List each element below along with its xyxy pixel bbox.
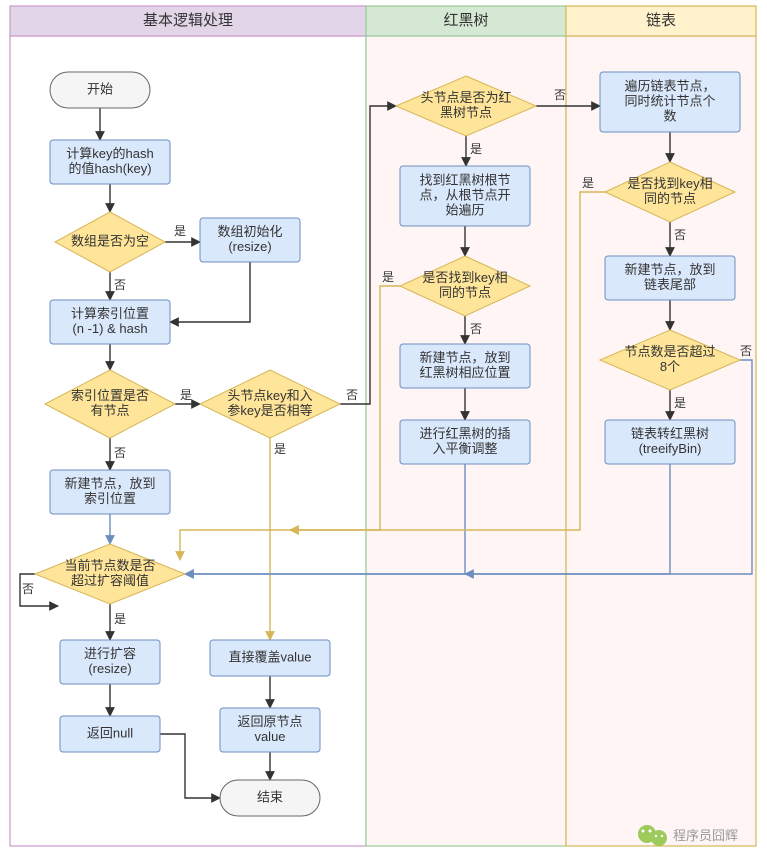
svg-text:否: 否: [674, 228, 686, 242]
svg-text:否: 否: [470, 322, 482, 336]
svg-text:红黑树相应位置: 红黑树相应位置: [419, 365, 510, 380]
svg-text:数: 数: [663, 108, 676, 123]
svg-text:当前节点数是否: 当前节点数是否: [64, 558, 155, 573]
svg-text:同的节点: 同的节点: [439, 285, 491, 300]
svg-text:节点数是否超过: 节点数是否超过: [624, 344, 715, 359]
svg-text:返回null: 返回null: [87, 725, 133, 740]
svg-text:入平衡调整: 入平衡调整: [432, 441, 497, 456]
svg-text:否: 否: [114, 446, 126, 460]
svg-text:参key是否相等: 参key是否相等: [227, 403, 312, 418]
svg-text:是否找到key相: 是否找到key相: [627, 176, 712, 191]
svg-text:否: 否: [22, 582, 34, 596]
svg-text:找到红黑树根节: 找到红黑树根节: [419, 172, 510, 187]
svg-text:直接覆盖value: 直接覆盖value: [228, 649, 311, 664]
svg-text:点，从根节点开: 点，从根节点开: [419, 187, 510, 202]
svg-text:否: 否: [346, 388, 358, 402]
svg-text:索引位置是否: 索引位置是否: [71, 388, 149, 403]
svg-text:进行扩容: 进行扩容: [84, 646, 136, 661]
svg-text:红黑树: 红黑树: [443, 12, 488, 29]
svg-text:新建节点，放到: 新建节点，放到: [624, 262, 715, 277]
svg-text:是否找到key相: 是否找到key相: [422, 270, 507, 285]
svg-text:头节点是否为红: 头节点是否为红: [420, 90, 511, 105]
svg-text:黑树节点: 黑树节点: [440, 105, 492, 120]
svg-text:头节点key和入: 头节点key和入: [227, 388, 312, 403]
svg-text:是: 是: [382, 270, 394, 284]
svg-text:数组初始化: 数组初始化: [217, 224, 282, 239]
svg-text:(resize): (resize): [88, 661, 131, 676]
svg-text:返回原节点: 返回原节点: [237, 714, 302, 729]
svg-text:数组是否为空: 数组是否为空: [71, 233, 149, 248]
svg-text:8个: 8个: [660, 359, 680, 374]
svg-text:否: 否: [114, 278, 126, 292]
svg-text:新建节点，放到: 新建节点，放到: [64, 476, 155, 491]
svg-text:结束: 结束: [257, 789, 283, 804]
svg-text:(n -1) & hash: (n -1) & hash: [72, 321, 147, 336]
svg-text:(resize): (resize): [228, 239, 271, 254]
svg-text:进行红黑树的插: 进行红黑树的插: [419, 426, 510, 441]
svg-text:的值hash(key): 的值hash(key): [68, 161, 151, 176]
svg-text:是: 是: [674, 396, 686, 410]
svg-text:遍历链表节点，: 遍历链表节点，: [624, 78, 715, 93]
svg-text:链表转红黑树: 链表转红黑树: [631, 426, 709, 441]
svg-text:是: 是: [114, 612, 126, 626]
svg-text:同时统计节点个: 同时统计节点个: [624, 93, 715, 108]
svg-text:新建节点，放到: 新建节点，放到: [419, 350, 510, 365]
svg-text:索引位置: 索引位置: [84, 491, 136, 506]
svg-text:否: 否: [740, 344, 752, 358]
svg-text:有节点: 有节点: [90, 403, 129, 418]
svg-text:是: 是: [582, 176, 594, 190]
svg-text:链表: 链表: [646, 12, 676, 29]
svg-text:基本逻辑处理: 基本逻辑处理: [143, 12, 233, 29]
svg-text:否: 否: [554, 88, 566, 102]
flowchart-diagram: 基本逻辑处理红黑树链表是否是否是否是否是否否是否是是否开始计算key的hash的…: [0, 0, 767, 854]
svg-text:同的节点: 同的节点: [644, 191, 696, 206]
svg-text:是: 是: [174, 224, 186, 238]
svg-text:是: 是: [180, 388, 192, 402]
svg-text:是: 是: [274, 442, 286, 456]
svg-text:链表尾部: 链表尾部: [644, 277, 696, 292]
svg-text:开始: 开始: [87, 81, 113, 96]
svg-text:始遍历: 始遍历: [445, 202, 484, 217]
svg-text:程序员囧辉: 程序员囧辉: [673, 828, 738, 843]
svg-text:是: 是: [470, 142, 482, 156]
svg-text:超过扩容阈值: 超过扩容阈值: [71, 573, 149, 588]
svg-text:计算索引位置: 计算索引位置: [71, 306, 149, 321]
svg-text:(treeifyBin): (treeifyBin): [639, 441, 702, 456]
svg-text:计算key的hash: 计算key的hash: [66, 146, 153, 161]
svg-text:value: value: [254, 729, 285, 744]
